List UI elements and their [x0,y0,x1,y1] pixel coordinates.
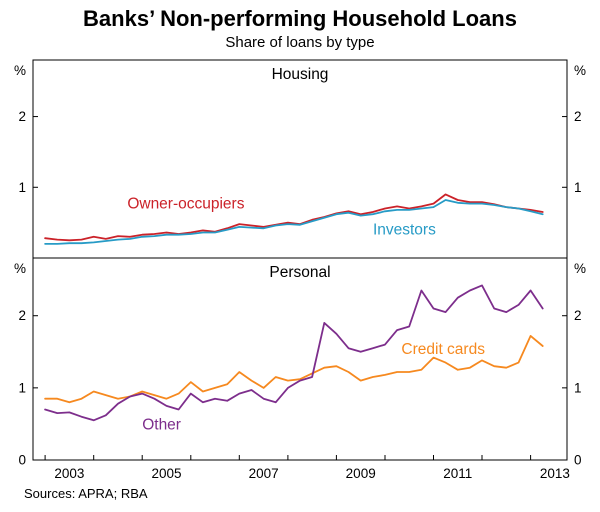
series-label: Investors [373,222,436,239]
x-tick-label: 2009 [346,466,376,481]
y-axis-unit-right: % [574,63,586,78]
panel-label: Housing [272,66,329,83]
y-tick-label-right: 2 [574,109,582,124]
y-tick-label-left: 2 [18,109,26,124]
chart-title: Banks’ Non-performing Household Loans [83,6,517,31]
series-label: Owner-occupiers [127,196,244,213]
series-label: Other [142,417,181,434]
y-tick-label-right: 0 [574,453,582,468]
chart-subtitle: Share of loans by type [225,34,375,51]
x-tick-label: 2013 [540,466,570,481]
series-line-owner-occupiers [44,193,544,242]
y-tick-label-right: 1 [574,380,582,395]
y-tick-label-left: 2 [18,308,26,323]
y-axis-unit-right: % [574,261,586,276]
chart-sources: Sources: APRA; RBA [24,486,148,501]
y-tick-label-left: 1 [18,380,26,395]
series-label: Credit cards [401,341,485,358]
y-axis-unit-left: % [14,63,26,78]
plot-border [32,59,568,461]
y-tick-label-right: 1 [574,180,582,195]
x-tick-label: 2011 [443,466,472,481]
chart-svg: % % Housing 1 1 2 2 Owner-occupiers Investors% % P… [14,59,586,481]
chart-header: Banks’ Non-performing Household Loans Sh… [0,0,600,52]
y-tick-label-left: 0 [18,453,26,468]
x-tick-label: 2003 [54,466,84,481]
y-axis-unit-left: % [14,261,26,276]
series-line-other [44,284,544,422]
panel-label: Personal [269,264,330,281]
y-tick-label-left: 1 [18,180,26,195]
x-tick-label: 2005 [151,466,181,481]
series-line-investors [44,199,544,245]
x-tick-label: 2007 [249,466,279,481]
y-tick-label-right: 2 [574,308,582,323]
